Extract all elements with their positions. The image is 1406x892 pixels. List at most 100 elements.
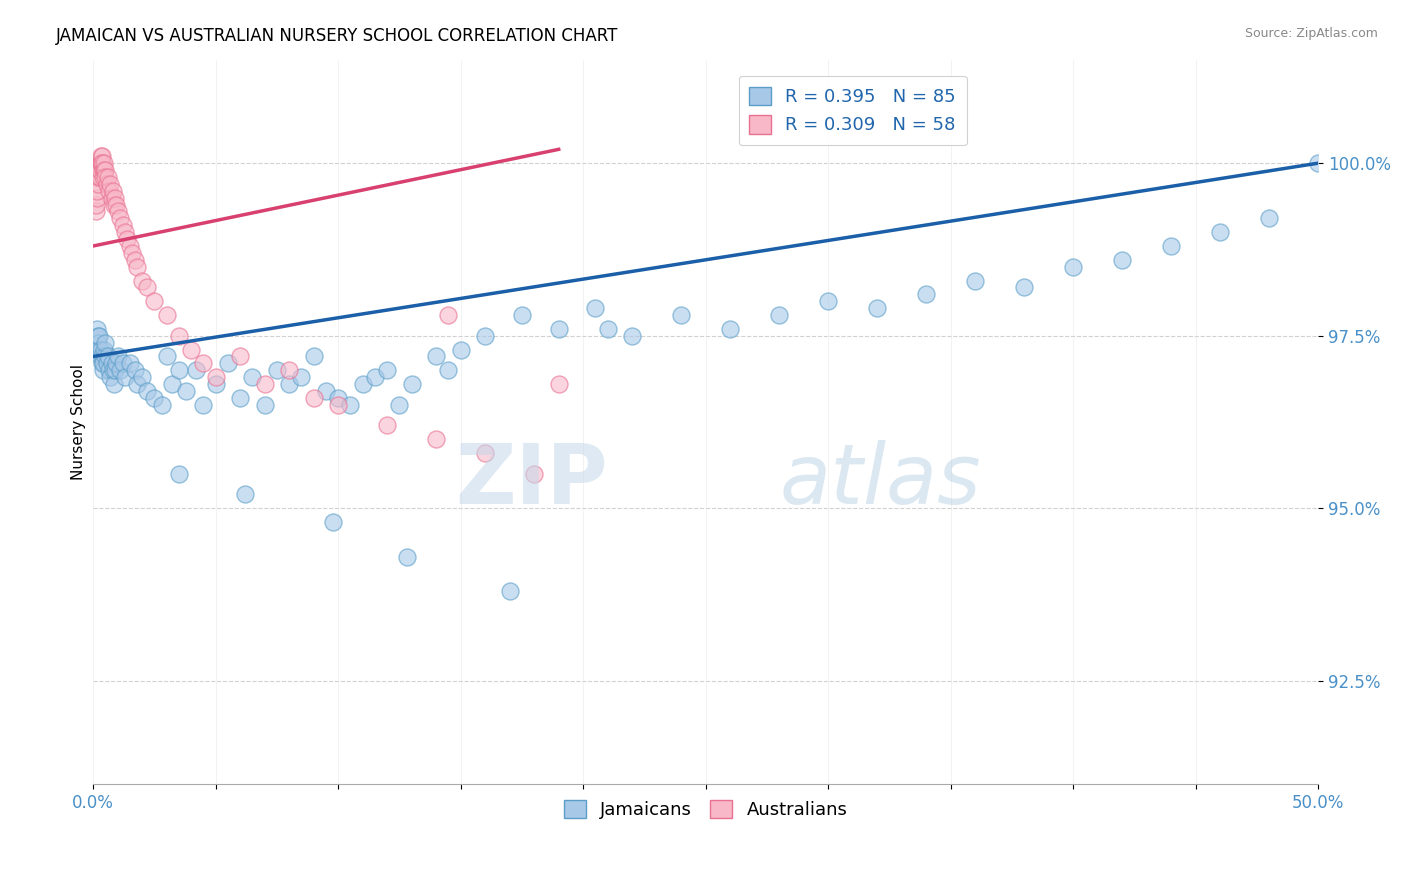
Point <box>160 377 183 392</box>
Point <box>108 363 131 377</box>
Point <box>290 370 312 384</box>
Point <box>89 169 111 184</box>
Point <box>118 356 141 370</box>
Point <box>450 343 472 357</box>
Point <box>143 391 166 405</box>
Point <box>229 391 252 405</box>
Point <box>180 343 202 357</box>
Point <box>131 273 153 287</box>
Point <box>184 363 207 377</box>
Point <box>217 356 239 370</box>
Point <box>87 335 110 350</box>
Point <box>253 398 276 412</box>
Point <box>233 487 256 501</box>
Point <box>718 322 741 336</box>
Point <box>437 363 460 377</box>
Point <box>278 363 301 377</box>
Point <box>97 169 120 184</box>
Point <box>90 156 112 170</box>
Point <box>156 308 179 322</box>
Point <box>98 370 121 384</box>
Text: ZIP: ZIP <box>456 440 607 521</box>
Point <box>621 328 644 343</box>
Point <box>90 149 112 163</box>
Point <box>100 191 122 205</box>
Point <box>105 197 128 211</box>
Point <box>87 169 110 184</box>
Point <box>150 398 173 412</box>
Point <box>91 156 114 170</box>
Point <box>167 363 190 377</box>
Point <box>328 391 350 405</box>
Point <box>107 350 129 364</box>
Point <box>671 308 693 322</box>
Point <box>98 177 121 191</box>
Point <box>89 350 111 364</box>
Point <box>89 328 111 343</box>
Point <box>167 467 190 481</box>
Point <box>121 246 143 260</box>
Point <box>229 350 252 364</box>
Point <box>101 363 124 377</box>
Point <box>1258 211 1281 226</box>
Point <box>266 363 288 377</box>
Point <box>375 363 398 377</box>
Point <box>375 418 398 433</box>
Point <box>93 169 115 184</box>
Point <box>86 322 108 336</box>
Point <box>96 177 118 191</box>
Point <box>127 260 149 274</box>
Point <box>204 377 226 392</box>
Point <box>596 322 619 336</box>
Point <box>322 515 344 529</box>
Point <box>93 156 115 170</box>
Point <box>100 356 122 370</box>
Point <box>1111 252 1133 267</box>
Point <box>965 273 987 287</box>
Point <box>585 301 607 315</box>
Y-axis label: Nursery School: Nursery School <box>72 364 86 480</box>
Point <box>118 239 141 253</box>
Text: JAMAICAN VS AUSTRALIAN NURSERY SCHOOL CORRELATION CHART: JAMAICAN VS AUSTRALIAN NURSERY SCHOOL CO… <box>56 27 619 45</box>
Point <box>94 350 117 364</box>
Point <box>117 232 139 246</box>
Point <box>104 191 127 205</box>
Point <box>91 356 114 370</box>
Point <box>915 287 938 301</box>
Point <box>395 549 418 564</box>
Legend: Jamaicans, Australians: Jamaicans, Australians <box>557 792 855 826</box>
Point <box>114 370 136 384</box>
Point <box>104 363 127 377</box>
Point <box>91 363 114 377</box>
Point <box>499 584 522 599</box>
Point <box>86 184 108 198</box>
Point <box>98 363 121 377</box>
Point <box>103 197 125 211</box>
Point <box>302 391 325 405</box>
Point <box>339 398 361 412</box>
Point <box>547 377 569 392</box>
Point <box>474 446 496 460</box>
Point <box>143 294 166 309</box>
Point <box>124 252 146 267</box>
Point <box>302 350 325 364</box>
Point <box>91 163 114 178</box>
Point <box>328 398 350 412</box>
Point <box>131 370 153 384</box>
Point <box>1308 156 1330 170</box>
Point <box>768 308 790 322</box>
Point <box>242 370 264 384</box>
Point <box>352 377 374 392</box>
Point <box>253 377 276 392</box>
Point <box>193 398 215 412</box>
Point <box>1160 239 1182 253</box>
Point <box>108 211 131 226</box>
Point <box>364 370 387 384</box>
Point <box>94 169 117 184</box>
Point <box>94 335 117 350</box>
Point <box>510 308 533 322</box>
Point <box>167 328 190 343</box>
Point <box>111 219 134 233</box>
Point <box>127 377 149 392</box>
Point <box>96 356 118 370</box>
